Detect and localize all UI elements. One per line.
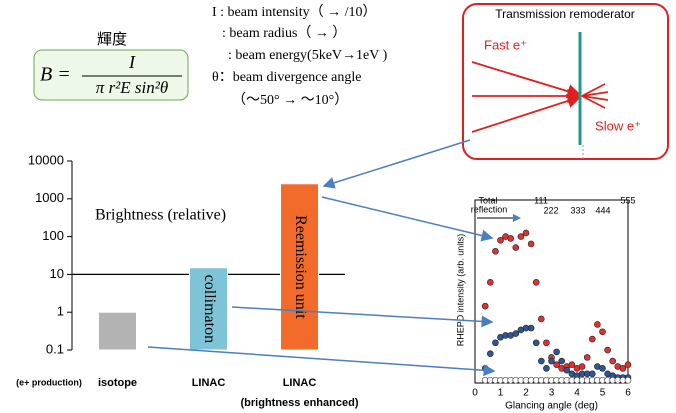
x-tick-label: 2 <box>523 388 529 399</box>
annotation: 444 <box>595 205 610 215</box>
data-point <box>543 340 549 346</box>
data-point <box>589 336 595 342</box>
x-axis-label: Glancing angle (deg) <box>505 401 598 412</box>
formula-denominator: π r²E sin²θ <box>96 78 168 97</box>
data-point <box>498 237 504 243</box>
bar-label: Reemission unit <box>292 215 309 319</box>
definition: θ：beam divergence angle <box>212 70 362 85</box>
data-point <box>600 329 606 335</box>
y-tick-label: 0.1 <box>46 341 64 356</box>
x-tick-label: 3 <box>549 388 555 399</box>
x-tick-label: 4 <box>574 388 580 399</box>
data-point <box>625 377 631 383</box>
data-point <box>528 325 534 331</box>
data-point <box>533 340 539 346</box>
data-point <box>579 364 585 370</box>
data-point <box>589 371 595 377</box>
definition: （～50° → ～10°） <box>232 92 348 108</box>
data-point <box>600 365 606 371</box>
data-point <box>605 347 611 353</box>
data-point <box>487 351 493 357</box>
x-tick-label: LINAC <box>192 377 226 389</box>
y-tick-label: 10 <box>50 266 64 281</box>
annotation: reflection <box>471 204 508 214</box>
bar <box>99 312 137 350</box>
data-point <box>549 358 555 364</box>
y-tick-label: 1000 <box>35 190 64 205</box>
data-point <box>508 235 514 241</box>
data-point <box>610 358 616 364</box>
x-tick-label: 5 <box>600 388 606 399</box>
chart-subtitle: Brightness (relative) <box>95 207 226 224</box>
annotation: 333 <box>570 205 585 215</box>
y-tick-label: 100 <box>42 228 64 243</box>
data-point <box>538 316 544 322</box>
data-point <box>518 234 524 240</box>
definition: : beam radius（ → ） <box>222 25 346 41</box>
y-axis-label: RHEPD intensity (arb. units) <box>455 234 465 347</box>
data-point <box>487 279 493 285</box>
x-tick-label: 0 <box>472 388 478 399</box>
data-point <box>569 362 575 368</box>
data-point <box>538 358 544 364</box>
slide: 輝度 B = I π r²E sin²θ I : beam intensity（… <box>0 0 676 413</box>
data-point <box>528 241 534 247</box>
data-point <box>492 248 498 254</box>
annotation: 555 <box>620 195 635 205</box>
data-point <box>584 354 590 360</box>
diagram-title: Transmission remoderator <box>495 7 635 21</box>
data-point <box>513 331 519 337</box>
data-point <box>492 340 498 346</box>
x-tick-label: isotope <box>98 377 137 389</box>
data-point <box>554 362 560 368</box>
definition: : beam energy(5keV→1eV ) <box>228 48 388 63</box>
data-point <box>559 358 565 364</box>
data-point <box>533 279 539 285</box>
y-tick-label: 10000 <box>28 152 64 167</box>
diagram-label: Fast e⁺ <box>484 37 527 52</box>
data-point <box>594 321 600 327</box>
formula-heading: 輝度 <box>97 31 127 48</box>
data-point <box>554 349 560 355</box>
x-tick-label: 6 <box>625 388 631 399</box>
bar-label: collimaton <box>201 275 218 343</box>
data-point <box>523 230 529 236</box>
data-point <box>543 365 549 371</box>
x-tick-label: 1 <box>498 388 504 399</box>
data-point <box>482 303 488 309</box>
diagram-box <box>463 4 668 159</box>
x-tick-label: LINAC <box>283 377 317 389</box>
category-note: (brightness enhanced) <box>241 397 359 409</box>
definition: I : beam intensity（ → /10） <box>212 4 376 20</box>
formula-lhs: B = <box>40 64 71 86</box>
annotation: 222 <box>543 205 558 215</box>
formula-numerator: I <box>128 52 136 72</box>
data-point <box>620 365 626 371</box>
data-point <box>564 367 570 373</box>
diagram-label: Slow e⁺ <box>595 118 641 133</box>
data-point <box>513 245 519 251</box>
annotation: 111 <box>534 195 548 205</box>
category-note: (e+ production) <box>16 377 82 387</box>
y-tick-label: 1 <box>57 304 64 319</box>
data-point <box>625 362 631 368</box>
